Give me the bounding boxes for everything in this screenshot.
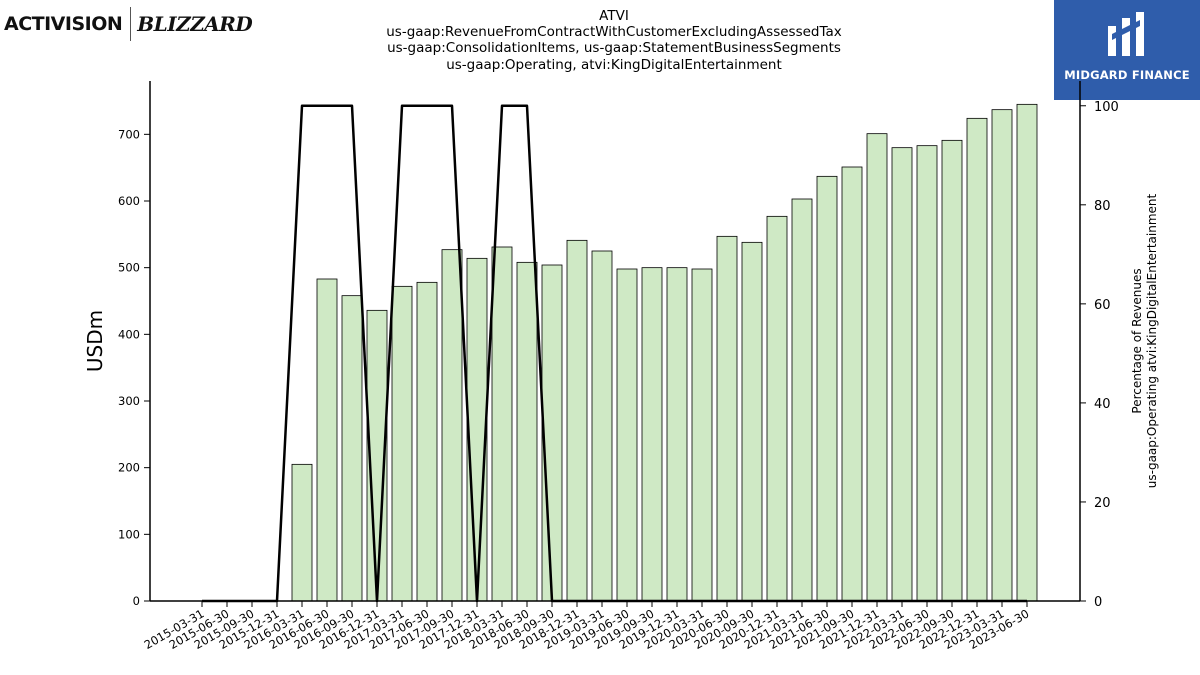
right-axis-label-line-2: us-gaap:Operating atvi:KingDigitalEntert…: [1145, 193, 1159, 488]
bar-2018-12-31: [566, 239, 588, 602]
title-line-2: us-gaap:RevenueFromContractWithCustomerE…: [386, 24, 842, 40]
bar-2017-12-31: [466, 257, 488, 602]
logo-divider: [130, 7, 132, 41]
right-axis-label-line-1: Percentage of Revenues: [1130, 268, 1144, 413]
bar-2018-06-30: [516, 261, 538, 602]
y-tick-label: 500: [118, 261, 140, 275]
y-tick-label: 600: [118, 194, 140, 208]
brand-name: MIDGARD FINANCE: [1064, 68, 1190, 82]
y-tick-label: 0: [133, 594, 140, 608]
bar-series: [291, 103, 1038, 602]
title-line-3: us-gaap:ConsolidationItems, us-gaap:Stat…: [387, 40, 841, 56]
y-right-tick-label: 20: [1094, 496, 1111, 511]
axes: 01002003004005006007000204060801002015-0…: [118, 81, 1119, 652]
chart-title: ATVI us-gaap:RevenueFromContractWithCust…: [386, 8, 842, 73]
bar-2022-09-30: [941, 139, 963, 602]
y-right-tick-label: 60: [1094, 298, 1111, 313]
bar-2016-09-30: [341, 295, 363, 602]
bar-2021-03-31: [791, 198, 813, 602]
bar-2023-06-30: [1016, 103, 1038, 602]
bar-2020-03-31: [691, 268, 713, 602]
y-tick-label: 400: [118, 327, 140, 341]
bar-2019-12-31: [666, 267, 688, 602]
blizzard-wordmark: BLIZZARD: [137, 12, 253, 36]
y-right-tick-label: 80: [1094, 199, 1111, 214]
bar-2020-06-30: [716, 235, 738, 602]
midgard-finance-badge: MIDGARD FINANCE: [1054, 0, 1200, 100]
bar-2019-06-30: [616, 268, 638, 602]
y-right-tick-label: 0: [1094, 595, 1102, 610]
bar-2019-03-31: [591, 250, 613, 602]
y-axis-label: USDm: [83, 310, 107, 372]
activision-wordmark: ACTIVISION: [4, 13, 123, 35]
bar-2016-06-30: [316, 278, 338, 602]
title-line-4: us-gaap:Operating, atvi:KingDigitalEnter…: [446, 57, 782, 73]
bar-2017-03-31: [391, 285, 413, 602]
bar-2017-09-30: [441, 249, 463, 602]
y-right-tick-label: 40: [1094, 397, 1111, 412]
bar-2018-09-30: [541, 264, 563, 602]
bar-2020-12-31: [766, 215, 788, 602]
bar-2023-03-31: [991, 109, 1013, 602]
bar-2021-09-30: [841, 166, 863, 602]
title-line-1: ATVI: [599, 8, 629, 24]
bar-2021-12-31: [866, 133, 888, 602]
activision-blizzard-logo: ACTIVISION BLIZZARD: [4, 4, 253, 44]
y-tick-label: 100: [118, 527, 140, 541]
y-tick-label: 300: [118, 394, 140, 408]
bar-2022-03-31: [891, 147, 913, 602]
bar-2018-03-31: [491, 246, 513, 602]
bar-2020-09-30: [741, 241, 763, 602]
bar-2019-09-30: [641, 267, 663, 602]
bar-2022-12-31: [966, 117, 988, 602]
bar-2021-06-30: [816, 175, 838, 602]
bar-2016-03-31: [291, 463, 313, 602]
midgard-logo-icon: [1108, 12, 1144, 56]
bar-2017-06-30: [416, 281, 438, 602]
y-tick-label: 700: [118, 127, 140, 141]
bar-2022-06-30: [916, 145, 938, 602]
y-right-tick-label: 100: [1094, 100, 1119, 115]
y-tick-label: 200: [118, 461, 140, 475]
